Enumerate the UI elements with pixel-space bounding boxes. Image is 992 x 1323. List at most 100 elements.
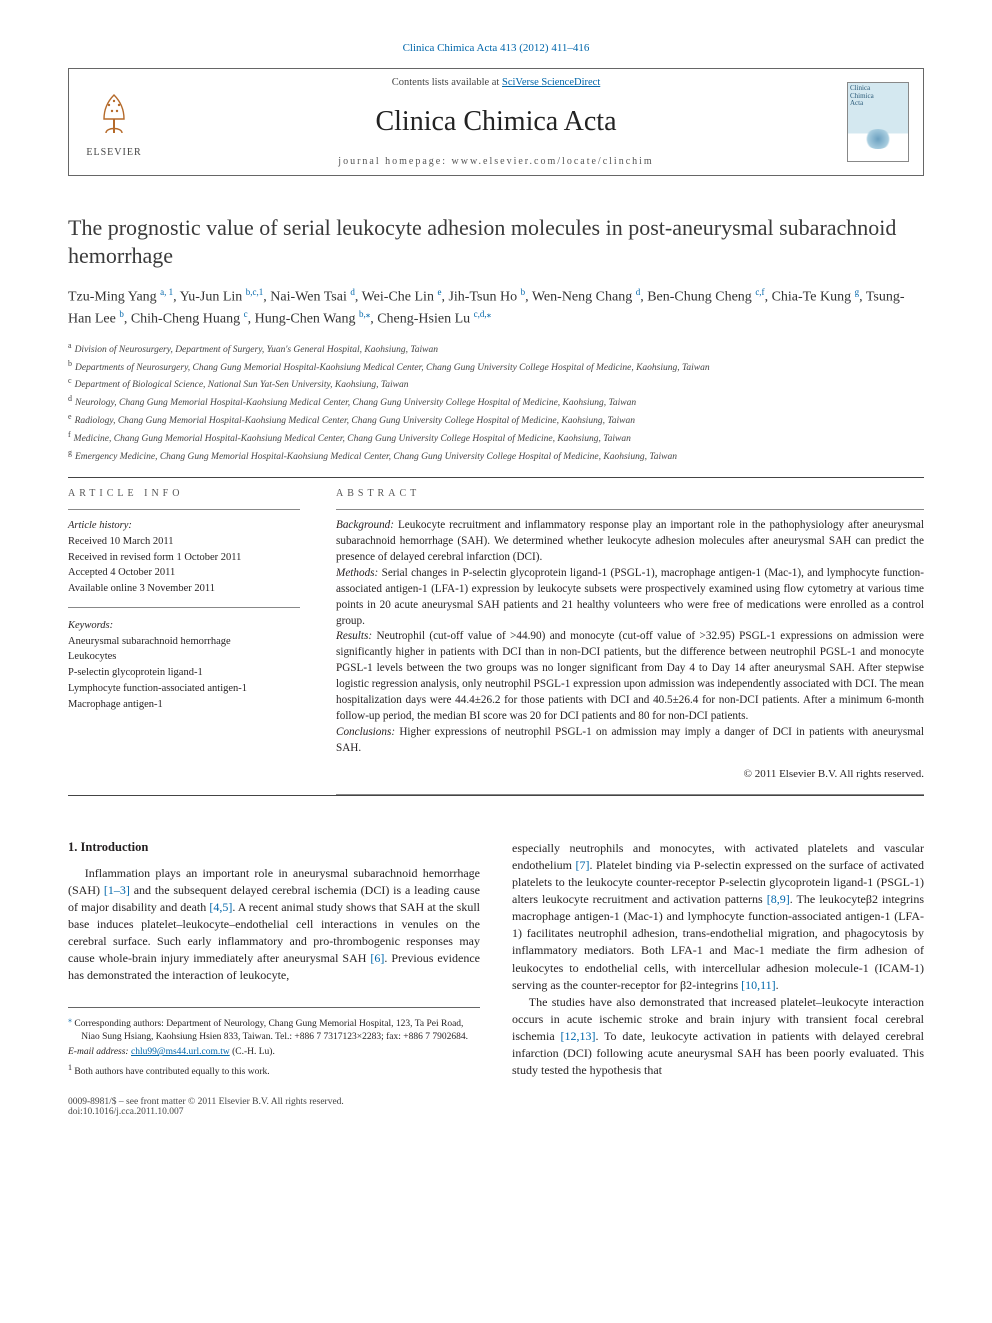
homepage-url[interactable]: www.elsevier.com/locate/clinchim bbox=[452, 156, 654, 167]
keywords-label: Keywords: bbox=[68, 618, 300, 634]
ref-link[interactable]: [1–3] bbox=[104, 883, 130, 897]
body-right-column: especially neutrophils and monocytes, wi… bbox=[512, 840, 924, 1081]
author: Chih-Cheng Huang bbox=[131, 312, 240, 327]
body-text-right: especially neutrophils and monocytes, wi… bbox=[512, 840, 924, 1078]
ref-link[interactable]: [4,5] bbox=[209, 900, 232, 914]
homepage-prefix: journal homepage: bbox=[338, 156, 451, 167]
publisher-block: ELSEVIER bbox=[69, 69, 159, 175]
history-received: Received 10 March 2011 bbox=[68, 534, 300, 550]
top-citation: Clinica Chimica Acta 413 (2012) 411–416 bbox=[68, 42, 924, 54]
affiliation: Department of Biological Science, Nation… bbox=[75, 381, 409, 391]
page-container: Clinica Chimica Acta 413 (2012) 411–416 … bbox=[0, 0, 992, 1157]
bottom-bar: 0009-8981/$ – see front matter © 2011 El… bbox=[68, 1097, 924, 1117]
keyword: P-selectin glycoprotein ligand-1 bbox=[68, 665, 300, 681]
author-aff: a, 1 bbox=[160, 287, 173, 297]
affiliation-list: aDivision of Neurosurgery, Department of… bbox=[68, 340, 924, 465]
keyword: Aneurysmal subarachnoid hemorrhage bbox=[68, 634, 300, 650]
footnote-mark: 1 bbox=[68, 1063, 72, 1072]
ref-link[interactable]: [6] bbox=[370, 951, 384, 965]
abs-results-label: Results: bbox=[336, 630, 372, 642]
keyword: Lymphocyte function-associated antigen-1 bbox=[68, 681, 300, 697]
author-aff: b bbox=[521, 287, 526, 297]
email-link[interactable]: chlu99@ms44.url.com.tw bbox=[131, 1047, 230, 1057]
author-aff: d bbox=[350, 287, 355, 297]
abs-methods: Serial changes in P-selectin glycoprotei… bbox=[336, 567, 924, 627]
author-aff: b bbox=[119, 309, 124, 319]
author: Yu-Jun Lin bbox=[180, 290, 243, 305]
history-online: Available online 3 November 2011 bbox=[68, 581, 300, 597]
keyword: Macrophage antigen-1 bbox=[68, 697, 300, 713]
author-list: Tzu-Ming Yang a, 1, Yu-Jun Lin b,c,1, Na… bbox=[68, 286, 924, 329]
author: Hung-Chen Wang bbox=[255, 312, 356, 327]
author: Wei-Che Lin bbox=[362, 290, 434, 305]
info-abstract-row: article info Article history: Received 1… bbox=[68, 488, 924, 795]
divider bbox=[336, 509, 924, 510]
corresponding-mark: ⁎ bbox=[366, 309, 371, 319]
author-aff: c,d, bbox=[474, 309, 487, 319]
affiliation: Neurology, Chang Gung Memorial Hospital-… bbox=[75, 399, 636, 409]
sciencedirect-link[interactable]: SciVerse ScienceDirect bbox=[502, 77, 600, 88]
author-aff: e bbox=[437, 287, 441, 297]
footnotes: ⁎ Corresponding authors: Department of N… bbox=[68, 1007, 480, 1080]
affiliation: Radiology, Chang Gung Memorial Hospital-… bbox=[75, 416, 635, 426]
bottom-left: 0009-8981/$ – see front matter © 2011 El… bbox=[68, 1097, 344, 1117]
article-title: The prognostic value of serial leukocyte… bbox=[68, 214, 924, 270]
doi-line: doi:10.1016/j.cca.2011.10.007 bbox=[68, 1107, 344, 1117]
corresponding-mark: ⁎ bbox=[68, 1015, 72, 1024]
article-info-heading: article info bbox=[68, 488, 300, 499]
email-footnote: E-mail address: chlu99@ms44.url.com.tw (… bbox=[68, 1046, 480, 1059]
ref-link[interactable]: [10,11] bbox=[741, 978, 776, 992]
email-name: (C.-H. Lu). bbox=[230, 1047, 275, 1057]
contents-lists-line: Contents lists available at SciVerse Sci… bbox=[169, 77, 823, 88]
abstract-column: abstract Background: Leukocyte recruitme… bbox=[336, 488, 924, 795]
author: Ben-Chung Cheng bbox=[647, 290, 752, 305]
affiliation: Emergency Medicine, Chang Gung Memorial … bbox=[75, 452, 677, 462]
publisher-name: ELSEVIER bbox=[86, 147, 141, 158]
corresponding-mark: ⁎ bbox=[487, 309, 492, 319]
ref-link[interactable]: [8,9] bbox=[767, 892, 790, 906]
abstract-text: Background: Leukocyte recruitment and in… bbox=[336, 518, 924, 782]
history-revised: Received in revised form 1 October 2011 bbox=[68, 550, 300, 566]
history-label: Article history: bbox=[68, 518, 300, 534]
body-two-column: 1. Introduction Inflammation plays an im… bbox=[68, 840, 924, 1081]
body-text-left: Inflammation plays an important role in … bbox=[68, 865, 480, 984]
contents-prefix: Contents lists available at bbox=[392, 77, 502, 88]
abs-methods-label: Methods: bbox=[336, 567, 378, 579]
cover-thumb-block: ClinicaChimicaActa bbox=[833, 69, 923, 175]
journal-cover-icon: ClinicaChimicaActa bbox=[847, 82, 909, 162]
abstract-copyright: © 2011 Elsevier B.V. All rights reserved… bbox=[336, 767, 924, 783]
divider bbox=[68, 795, 924, 796]
body-left-column: 1. Introduction Inflammation plays an im… bbox=[68, 840, 480, 1081]
divider bbox=[336, 794, 924, 795]
article-history-block: Article history: Received 10 March 2011 … bbox=[68, 518, 300, 608]
section-1-title: 1. Introduction bbox=[68, 840, 480, 855]
journal-name: Clinica Chimica Acta bbox=[169, 106, 823, 138]
corresponding-footnote: ⁎ Corresponding authors: Department of N… bbox=[68, 1014, 480, 1045]
author-aff: g bbox=[855, 287, 860, 297]
journal-homepage-line: journal homepage: www.elsevier.com/locat… bbox=[169, 156, 823, 167]
equal-contrib-footnote: 1 Both authors have contributed equally … bbox=[68, 1062, 480, 1079]
author-aff: d bbox=[636, 287, 641, 297]
divider bbox=[68, 477, 924, 478]
keywords-block: Keywords: Aneurysmal subarachnoid hemorr… bbox=[68, 618, 300, 723]
article-info-column: article info Article history: Received 1… bbox=[68, 488, 300, 795]
keyword: Leukocytes bbox=[68, 649, 300, 665]
abs-conclusions: Higher expressions of neutrophil PSGL-1 … bbox=[336, 726, 924, 754]
abs-results: Neutrophil (cut-off value of >44.90) and… bbox=[336, 630, 924, 722]
abs-background-label: Background: bbox=[336, 519, 394, 531]
abs-conclusions-label: Conclusions: bbox=[336, 726, 395, 738]
journal-masthead: ELSEVIER Contents lists available at Sci… bbox=[68, 68, 924, 176]
affiliation: Departments of Neurosurgery, Chang Gung … bbox=[75, 363, 710, 373]
author-aff: c,f bbox=[755, 287, 764, 297]
ref-link[interactable]: [7] bbox=[575, 858, 589, 872]
email-label: E-mail address: bbox=[68, 1047, 131, 1057]
elsevier-logo-icon bbox=[86, 87, 142, 143]
ref-link[interactable]: [12,13] bbox=[560, 1029, 595, 1043]
masthead-center: Contents lists available at SciVerse Sci… bbox=[159, 69, 833, 175]
history-accepted: Accepted 4 October 2011 bbox=[68, 565, 300, 581]
affiliation: Medicine, Chang Gung Memorial Hospital-K… bbox=[74, 434, 631, 444]
divider bbox=[68, 509, 300, 510]
abstract-heading: abstract bbox=[336, 488, 924, 499]
issn-line: 0009-8981/$ – see front matter © 2011 El… bbox=[68, 1097, 344, 1107]
author-aff: b,c,1 bbox=[246, 287, 264, 297]
